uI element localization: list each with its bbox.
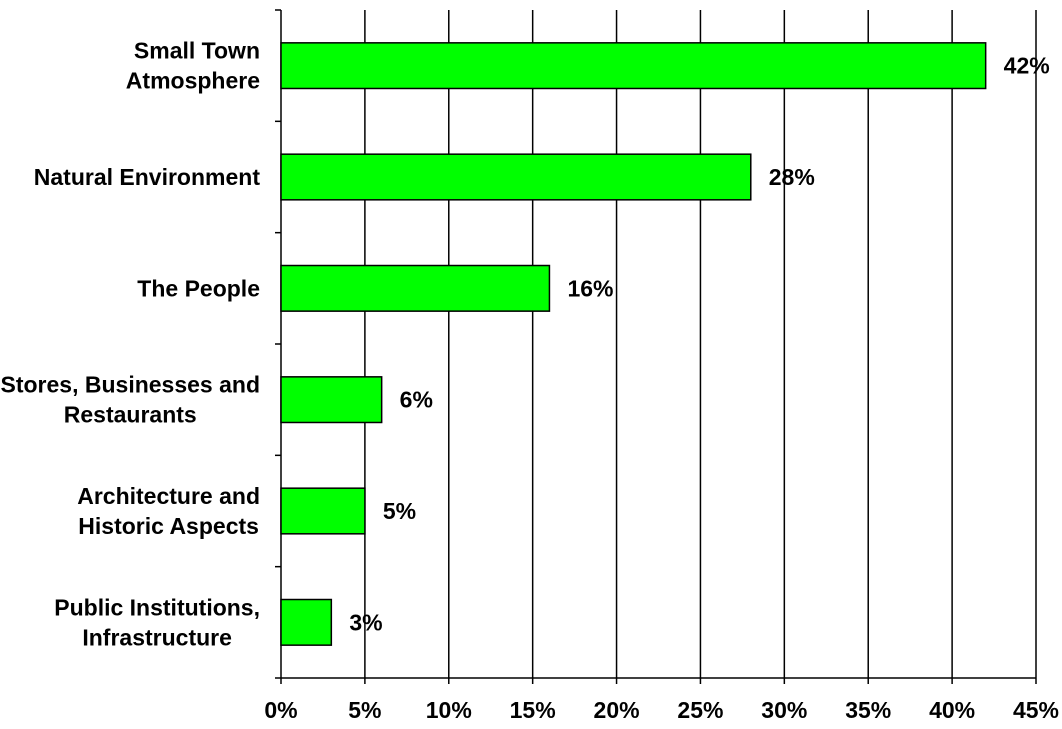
x-tick-label: 5%	[348, 697, 381, 723]
x-tick-label: 45%	[1013, 697, 1059, 723]
x-tick-label: 40%	[929, 697, 975, 723]
x-tick-label: 0%	[264, 697, 297, 723]
category-label: Restaurants	[64, 402, 197, 428]
bar	[280, 153, 752, 201]
value-label: 28%	[769, 164, 815, 190]
category-label: Infrastructure	[82, 624, 232, 650]
axes	[275, 9, 1037, 684]
x-tick-label: 10%	[426, 697, 472, 723]
category-label: Architecture and	[77, 483, 260, 509]
bar	[280, 264, 551, 312]
value-label: 16%	[567, 275, 613, 301]
x-tick-label: 15%	[510, 697, 556, 723]
value-label: 6%	[400, 387, 433, 413]
bars	[280, 42, 987, 646]
x-tick-label: 30%	[761, 697, 807, 723]
category-label: Public Institutions,	[54, 594, 260, 620]
x-tick-label: 25%	[677, 697, 723, 723]
bar	[280, 487, 366, 535]
x-tick-label: 35%	[845, 697, 891, 723]
category-label: Atmosphere	[126, 68, 260, 94]
value-label: 42%	[1004, 53, 1050, 79]
value-label: 5%	[383, 498, 416, 524]
labels: 0% 5% 10% 15% 20% 25% 30% 35% 40% 45% Small Town At…	[1, 38, 1060, 723]
bar	[280, 376, 383, 424]
category-label: Natural Environment	[34, 164, 261, 190]
bar	[280, 42, 987, 90]
category-label: The People	[137, 275, 260, 301]
category-label: Stores, Businesses and	[1, 372, 261, 398]
gridlines	[364, 10, 1037, 678]
bar	[280, 598, 333, 646]
category-label: Historic Aspects	[78, 513, 259, 539]
category-label: Small Town	[134, 38, 260, 64]
x-tick-label: 20%	[594, 697, 640, 723]
value-label: 3%	[349, 609, 382, 635]
